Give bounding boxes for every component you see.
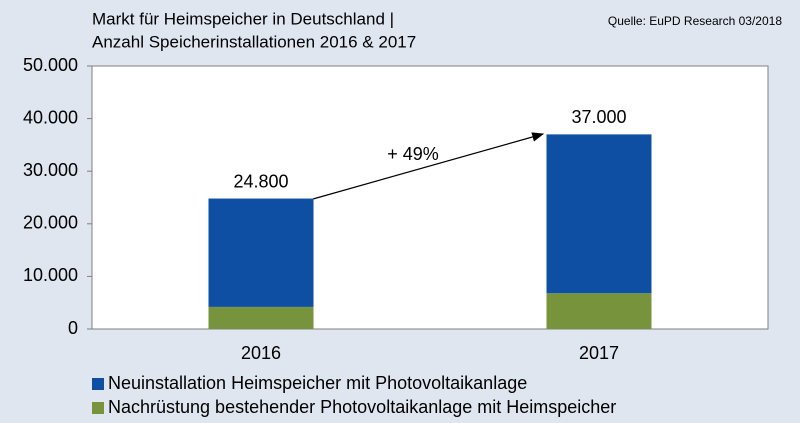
plot-area [91,65,769,330]
x-tick-label: 2016 [241,343,281,363]
legend-label: Nachrüstung bestehender Photovoltaikanla… [108,397,616,417]
growth-arrow [312,132,545,200]
x-tick-label: 2017 [579,343,619,363]
legend-label: Neuinstallation Heimspeicher mit Photovo… [108,373,527,393]
total-label: 24.800 [233,171,288,191]
y-tick-label: 20.000 [23,213,78,233]
bar-segment [546,134,652,294]
bar-segment [208,198,314,307]
chart-subtitle: Anzahl Speicherinstallationen 2016 & 201… [92,32,416,51]
legend-swatch [92,378,104,390]
legend-swatch [92,402,104,414]
y-tick-label: 30.000 [23,160,78,180]
total-label: 37.000 [571,107,626,127]
y-tick-label: 50.000 [23,55,78,75]
annotation: + 49% [387,144,439,164]
chart-title: Markt für Heimspeicher in Deutschland | [92,9,394,28]
y-tick-label: 0 [68,318,78,338]
source: Quelle: EuPD Research 03/2018 [608,14,782,28]
bar-segment [208,306,314,329]
y-tick-label: 40.000 [23,107,78,127]
bar-segment [546,293,652,329]
y-tick-label: 10.000 [23,265,78,285]
